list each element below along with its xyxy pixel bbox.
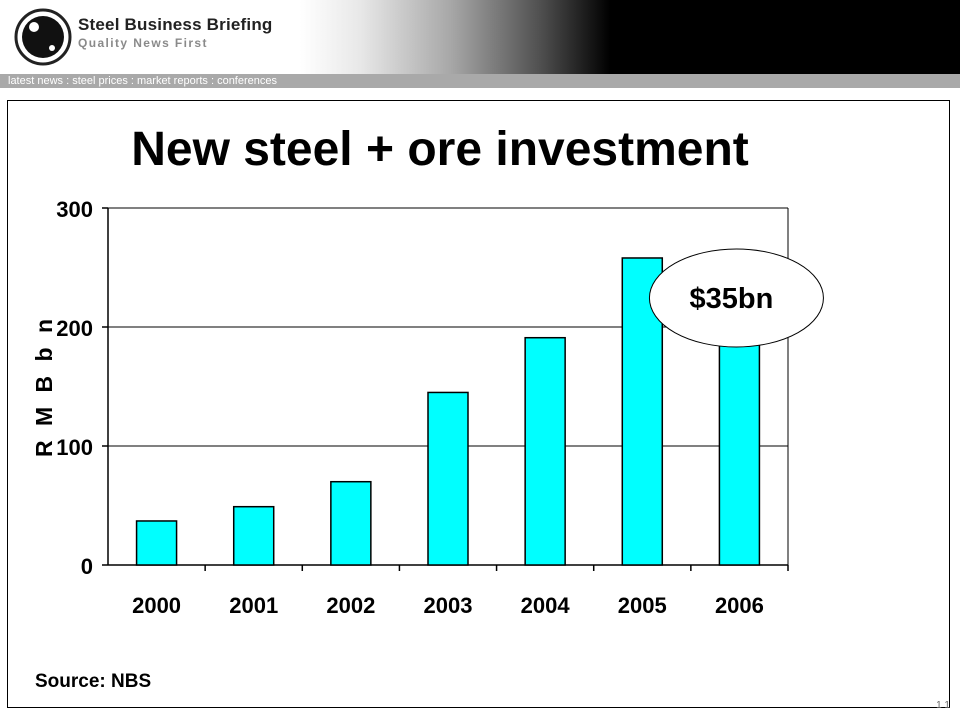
x-tick-label: 2003 [424,593,473,618]
nav-links[interactable]: latest news : steel prices : market repo… [8,75,278,87]
callout-ellipse [648,248,824,348]
y-tick-label: 200 [56,316,93,341]
bar [524,336,566,566]
x-tick-label: 2005 [618,593,667,618]
brand-tagline: Quality News First [78,36,208,50]
nav-bar: latest news : steel prices : market repo… [0,74,960,88]
header-banner: Steel Business Briefing Quality News Fir… [0,0,960,74]
bar [427,391,469,566]
y-tick-label: 300 [56,197,93,222]
x-tick-label: 2006 [715,593,764,618]
y-axis-title: R M B b n [31,315,57,457]
sbb-logo-icon [14,8,72,66]
x-tick-label: 2004 [521,593,571,618]
bar [135,520,178,566]
callout-label: $35bn [690,283,774,315]
bar [330,480,372,566]
bar [232,505,275,566]
slide-panel [7,100,950,708]
x-tick-label: 2000 [132,593,181,618]
brand-name: Steel Business Briefing [78,15,273,34]
slide-title: New steel + ore investment [131,123,749,176]
x-tick-label: 2002 [326,593,375,618]
y-tick-label: 0 [81,554,93,579]
x-tick-label: 2001 [229,593,278,618]
y-tick-label: 100 [56,435,93,460]
page-number: 1 1 [936,700,950,711]
source-note: Source: NBS [35,671,152,692]
